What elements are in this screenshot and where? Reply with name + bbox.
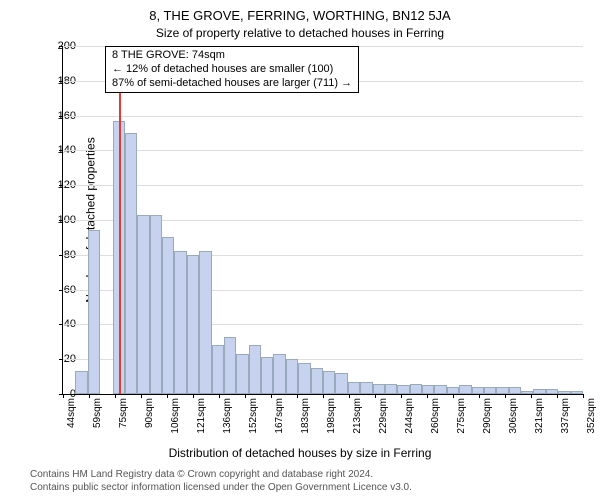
histogram-bar xyxy=(298,363,310,394)
histogram-bar xyxy=(162,237,174,394)
histogram-bar xyxy=(187,255,199,394)
info-line-3: 87% of semi-detached houses are larger (… xyxy=(112,77,352,91)
xtick-mark xyxy=(219,394,220,398)
xtick-mark xyxy=(89,394,90,398)
xtick-label: 321sqm xyxy=(534,398,545,434)
histogram-bar xyxy=(273,354,285,394)
xtick-label: 352sqm xyxy=(586,398,597,434)
histogram-bar xyxy=(472,387,484,394)
xtick-label: 198sqm xyxy=(326,398,337,434)
xtick-mark xyxy=(167,394,168,398)
gridline xyxy=(63,150,583,151)
xtick-label: 106sqm xyxy=(170,398,181,434)
xtick-label: 44sqm xyxy=(66,398,77,428)
histogram-bar xyxy=(335,373,347,394)
histogram-bar xyxy=(311,368,323,394)
histogram-bar xyxy=(385,384,397,394)
histogram-bar xyxy=(521,391,533,394)
plot-area: 44sqm59sqm75sqm90sqm106sqm121sqm136sqm15… xyxy=(62,46,583,395)
marker-line xyxy=(119,46,121,394)
xtick-label: 75sqm xyxy=(118,398,129,428)
histogram-bar xyxy=(496,387,508,394)
xtick-mark xyxy=(583,394,584,398)
histogram-bar xyxy=(174,251,186,394)
xtick-label: 275sqm xyxy=(456,398,467,434)
histogram-bar xyxy=(459,385,471,394)
xtick-label: 260sqm xyxy=(430,398,441,434)
histogram-bar xyxy=(137,215,149,394)
title-sub: Size of property relative to detached ho… xyxy=(0,26,600,40)
xtick-mark xyxy=(271,394,272,398)
gridline xyxy=(63,185,583,186)
xtick-label: 306sqm xyxy=(508,398,519,434)
histogram-bar xyxy=(509,387,521,394)
xtick-mark xyxy=(375,394,376,398)
xtick-label: 229sqm xyxy=(378,398,389,434)
histogram-bar xyxy=(261,357,273,394)
histogram-bar xyxy=(546,389,558,394)
xtick-mark xyxy=(245,394,246,398)
gridline xyxy=(63,116,583,117)
histogram-bar xyxy=(422,385,434,394)
histogram-bar xyxy=(571,391,583,394)
histogram-bar xyxy=(484,387,496,394)
xtick-mark xyxy=(505,394,506,398)
xtick-label: 337sqm xyxy=(560,398,571,434)
histogram-bar xyxy=(236,354,248,394)
histogram-bar xyxy=(410,384,422,394)
attribution-line-1: Contains HM Land Registry data © Crown c… xyxy=(30,469,412,482)
xtick-label: 59sqm xyxy=(92,398,103,428)
histogram-bar xyxy=(323,371,335,394)
xtick-label: 244sqm xyxy=(404,398,415,434)
xtick-mark xyxy=(557,394,558,398)
x-axis-label: Distribution of detached houses by size … xyxy=(0,446,600,460)
xtick-mark xyxy=(115,394,116,398)
histogram-bar xyxy=(75,371,87,394)
histogram-bar xyxy=(286,359,298,394)
xtick-mark xyxy=(193,394,194,398)
xtick-mark xyxy=(531,394,532,398)
histogram-bar xyxy=(360,382,372,394)
xtick-label: 183sqm xyxy=(300,398,311,434)
info-line-1: 8 THE GROVE: 74sqm xyxy=(112,49,352,63)
xtick-mark xyxy=(401,394,402,398)
info-box: 8 THE GROVE: 74sqm ← 12% of detached hou… xyxy=(105,46,359,93)
xtick-mark xyxy=(297,394,298,398)
xtick-mark xyxy=(349,394,350,398)
histogram-bar xyxy=(558,391,570,394)
attribution-line-2: Contains public sector information licen… xyxy=(30,482,412,495)
xtick-label: 121sqm xyxy=(196,398,207,434)
histogram-bar xyxy=(434,385,446,394)
histogram-bar xyxy=(447,387,459,394)
histogram-bar xyxy=(533,389,545,394)
info-line-2: ← 12% of detached houses are smaller (10… xyxy=(112,63,352,77)
histogram-bar xyxy=(88,230,100,394)
xtick-mark xyxy=(453,394,454,398)
xtick-label: 167sqm xyxy=(274,398,285,434)
attribution: Contains HM Land Registry data © Crown c… xyxy=(30,469,412,494)
xtick-mark xyxy=(479,394,480,398)
histogram-bar xyxy=(150,215,162,394)
xtick-label: 90sqm xyxy=(144,398,155,428)
histogram-bar xyxy=(212,345,224,394)
histogram-bar xyxy=(224,337,236,394)
xtick-label: 290sqm xyxy=(482,398,493,434)
ytick-label: 0 xyxy=(46,388,76,400)
histogram-bar xyxy=(199,251,211,394)
xtick-label: 136sqm xyxy=(222,398,233,434)
histogram-bar xyxy=(249,345,261,394)
xtick-label: 152sqm xyxy=(248,398,259,434)
histogram-bar xyxy=(125,133,137,394)
xtick-mark xyxy=(141,394,142,398)
histogram-bar xyxy=(373,384,385,394)
histogram-bar xyxy=(348,382,360,394)
chart-container: 8, THE GROVE, FERRING, WORTHING, BN12 5J… xyxy=(0,0,600,500)
title-main: 8, THE GROVE, FERRING, WORTHING, BN12 5J… xyxy=(0,8,600,23)
xtick-mark xyxy=(427,394,428,398)
xtick-mark xyxy=(323,394,324,398)
histogram-bar xyxy=(397,385,409,394)
xtick-label: 213sqm xyxy=(352,398,363,434)
